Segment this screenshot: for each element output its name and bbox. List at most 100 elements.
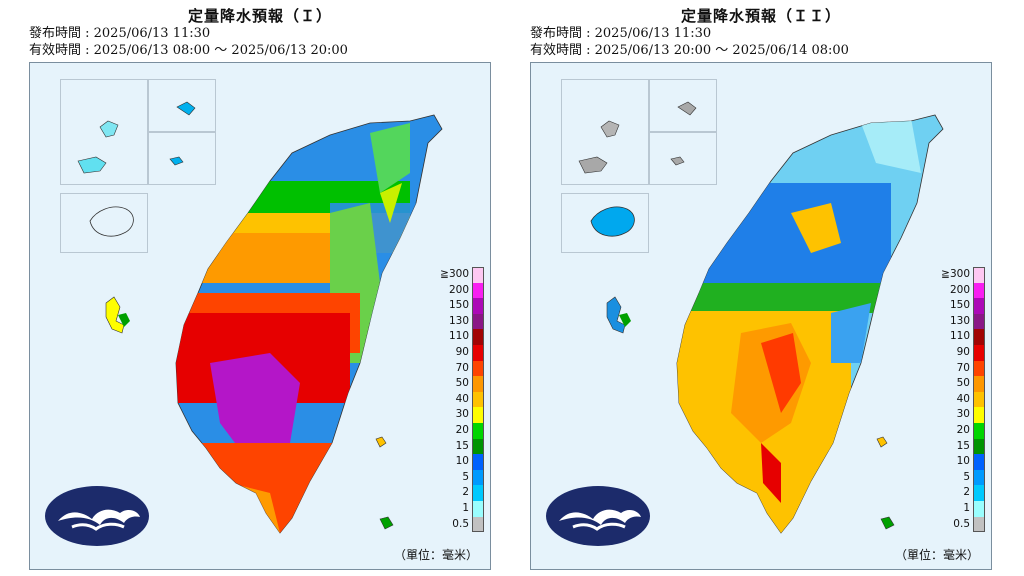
legend-swatch (472, 469, 484, 486)
legend-label: ≧300 (440, 268, 469, 280)
legend-swatch (973, 329, 985, 345)
matsu-island (578, 156, 608, 174)
legend-swatch (973, 344, 985, 361)
legend-entry: 50 (933, 376, 987, 392)
legend-label: 150 (448, 299, 469, 312)
issued-time: 發布時間 : 2025/06/13 11:30 (530, 26, 712, 41)
cwa-logo-icon (45, 486, 149, 546)
legend-entry: 40 (933, 391, 987, 408)
map-frame: ≧300 200 150 130 110 90 70 50 40 30 20 15 10 5 2 1 0.5 （… (530, 62, 992, 570)
legend-label: 30 (956, 408, 970, 421)
legend-label: 15 (956, 439, 970, 452)
legend-entry: 0.5 (432, 516, 486, 533)
legend-entry: 150 (933, 298, 987, 314)
panel-title: 定量降水預報（Ｉ） (187, 7, 332, 25)
legend-label: 30 (455, 408, 469, 421)
legend-label: 5 (462, 470, 469, 483)
legend-swatch (973, 407, 985, 423)
legend-label: 70 (956, 361, 970, 374)
penghu-rain-area (118, 313, 130, 327)
legend-swatch (472, 485, 484, 501)
legend-entry: 15 (933, 438, 987, 455)
rainfall-panel-2: 定量降水預報（ＩＩ） 發布時間 : 2025/06/13 11:30 有效時間 … (526, 0, 996, 576)
legend-entry: 110 (432, 329, 486, 345)
legend-swatch (973, 438, 985, 455)
legend-swatch (973, 500, 985, 517)
legend-label: 200 (448, 283, 469, 296)
legend-entry: 2 (933, 485, 987, 501)
rainfall-map (77, 101, 443, 534)
legend-entry: 10 (933, 454, 987, 470)
legend-entry: 20 (432, 422, 486, 439)
legend-swatch (472, 298, 484, 314)
legend-label: 20 (455, 423, 469, 436)
orchid-island (379, 516, 394, 530)
rainfall-map (578, 101, 944, 534)
legend-swatch (973, 485, 985, 501)
legend-entry: 20 (933, 422, 987, 439)
legend-label: 150 (949, 299, 970, 312)
inset-juguang (148, 132, 216, 185)
legend-swatch (973, 376, 985, 392)
legend-swatch (472, 516, 484, 533)
legend-swatch (472, 422, 484, 439)
legend-label: 130 (448, 314, 469, 327)
dongyin-island (677, 101, 697, 116)
legend-label: 50 (455, 377, 469, 390)
legend-entry: 110 (933, 329, 987, 345)
legend-swatch (973, 360, 985, 377)
issued-time: 發布時間 : 2025/06/13 11:30 (29, 26, 211, 41)
legend-swatch (973, 391, 985, 408)
legend-entry: 2 (432, 485, 486, 501)
legend-entry: ≧300 (432, 267, 486, 283)
legend-entry: 200 (933, 282, 987, 299)
kinmen-island (590, 206, 635, 237)
legend-label: ≧300 (941, 268, 970, 280)
legend-label: 1 (963, 501, 970, 514)
legend-entry: 130 (432, 313, 486, 330)
legend-swatch (973, 313, 985, 330)
legend-entry: 10 (432, 454, 486, 470)
legend-swatch (472, 282, 484, 299)
legend-label: 10 (956, 455, 970, 468)
valid-time: 有效時間 : 2025/06/13 08:00 ～ 2025/06/13 20:… (29, 43, 348, 58)
legend-label: 130 (949, 314, 970, 327)
legend-label: 15 (455, 439, 469, 452)
legend-swatch (973, 422, 985, 439)
legend-swatch (973, 298, 985, 314)
legend-swatch (472, 267, 484, 283)
legend-entry: 30 (432, 407, 486, 423)
legend-swatch (973, 516, 985, 533)
legend-entry: 5 (933, 469, 987, 486)
legend-label: 110 (949, 330, 970, 343)
legend-label: 2 (462, 486, 469, 499)
legend-label: 10 (455, 455, 469, 468)
legend-label: 0.5 (452, 517, 469, 530)
legend-swatch (472, 407, 484, 423)
legend-swatch (472, 454, 484, 470)
legend-label: 40 (455, 392, 469, 405)
legend-label: 5 (963, 470, 970, 483)
legend-swatch (472, 391, 484, 408)
map-frame: ≧300 200 150 130 110 90 70 50 40 30 20 15 10 5 2 1 0.5 （… (29, 62, 491, 570)
legend-entry: 150 (432, 298, 486, 314)
legend-entry: 70 (933, 360, 987, 377)
dongyin-island (176, 101, 196, 116)
legend-label: 20 (956, 423, 970, 436)
legend-entry: 15 (432, 438, 486, 455)
matsu-island (99, 120, 119, 138)
legend-swatch (973, 267, 985, 283)
orchid-island (880, 516, 895, 530)
unit-label: （單位：毫米） (894, 548, 979, 562)
legend-entry: 50 (432, 376, 486, 392)
rainfall-legend: ≧300 200 150 130 110 90 70 50 40 30 20 15 10 5 2 1 0.5 (432, 267, 486, 533)
legend-swatch (472, 329, 484, 345)
legend-entry: 90 (933, 344, 987, 361)
legend-label: 200 (949, 283, 970, 296)
legend-label: 50 (956, 377, 970, 390)
legend-entry: 90 (432, 344, 486, 361)
legend-swatch (472, 438, 484, 455)
matsu-island (77, 156, 107, 174)
legend-label: 110 (448, 330, 469, 343)
legend-entry: 0.5 (933, 516, 987, 533)
